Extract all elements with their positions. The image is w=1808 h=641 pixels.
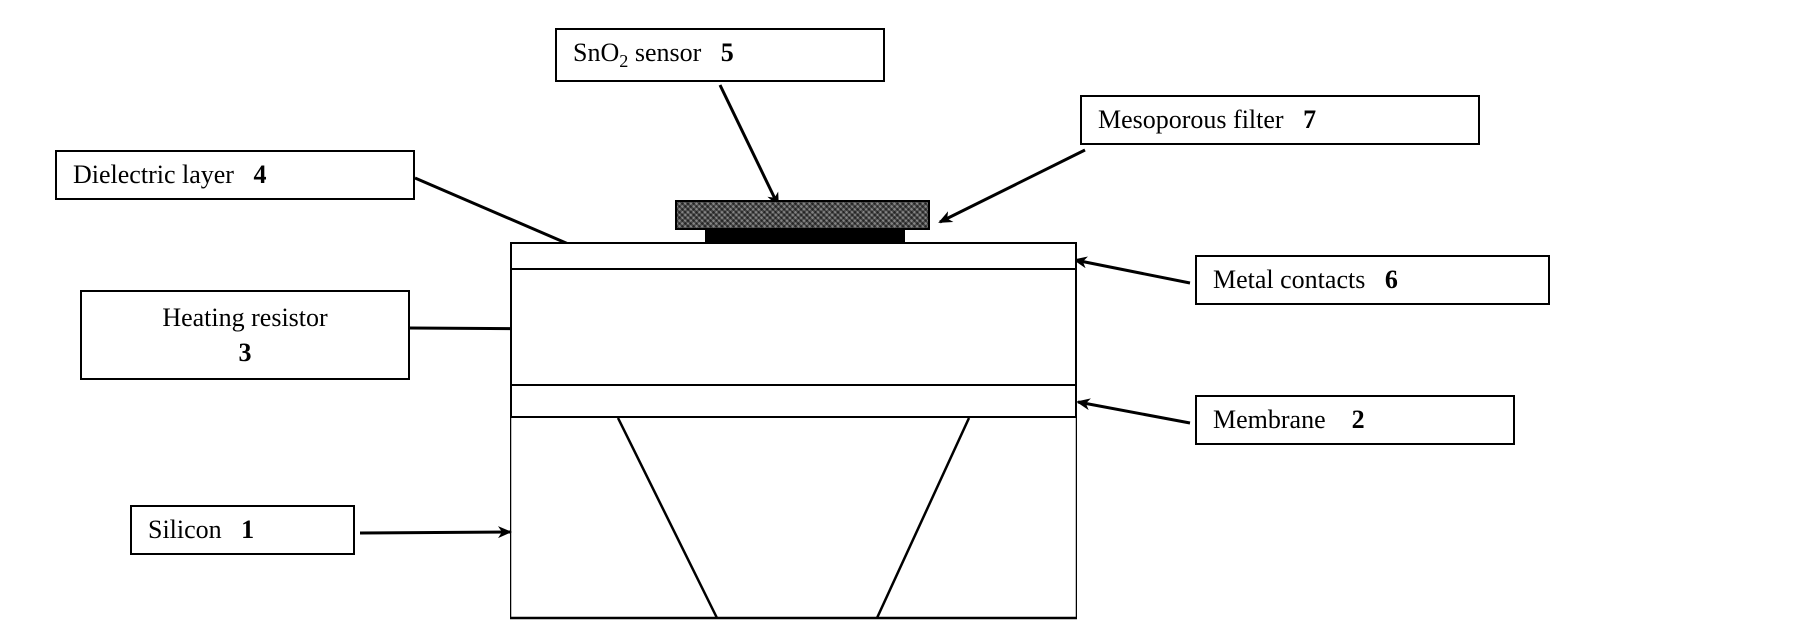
label-dielectric-layer: Dielectric layer 4: [55, 150, 415, 200]
label-dielectric-num: 4: [253, 160, 266, 189]
metal-contacts-layer: [510, 242, 1077, 270]
dielectric-layer-bottom: [510, 310, 1077, 386]
arrow-membrane: [1078, 402, 1190, 423]
label-silicon-num: 1: [241, 515, 254, 544]
label-heating-resistor: Heating resistor 3: [80, 290, 410, 380]
label-mesoporous-filter: Mesoporous filter 7: [1080, 95, 1480, 145]
arrow-metal: [1075, 260, 1190, 283]
filter-layer: [675, 200, 930, 230]
arrow-mesoporous: [940, 150, 1085, 222]
label-dielectric-text: Dielectric layer: [73, 160, 234, 189]
label-sno2-sensor: SnO2 sensor 5: [555, 28, 885, 82]
dielectric-layer-top: [510, 268, 1077, 310]
membrane-layer: [510, 384, 1077, 418]
label-mesoporous-num: 7: [1303, 105, 1316, 134]
label-membrane-num: 2: [1352, 405, 1365, 434]
label-sno2-num: 5: [721, 38, 734, 67]
label-metal-contacts: Metal contacts 6: [1195, 255, 1550, 305]
label-sno2-text: SnO2 sensor: [573, 38, 701, 67]
silicon-body: [510, 418, 1077, 628]
label-mesoporous-text: Mesoporous filter: [1098, 105, 1284, 134]
label-silicon-text: Silicon: [148, 515, 222, 544]
label-heating-text: Heating resistor: [162, 303, 327, 332]
label-membrane: Membrane 2: [1195, 395, 1515, 445]
label-metal-text: Metal contacts: [1213, 265, 1365, 294]
arrow-sno2: [720, 85, 778, 205]
label-heating-num: 3: [239, 338, 252, 367]
label-metal-num: 6: [1385, 265, 1398, 294]
arrow-silicon: [360, 532, 510, 533]
label-membrane-text: Membrane: [1213, 405, 1326, 434]
label-silicon: Silicon 1: [130, 505, 355, 555]
